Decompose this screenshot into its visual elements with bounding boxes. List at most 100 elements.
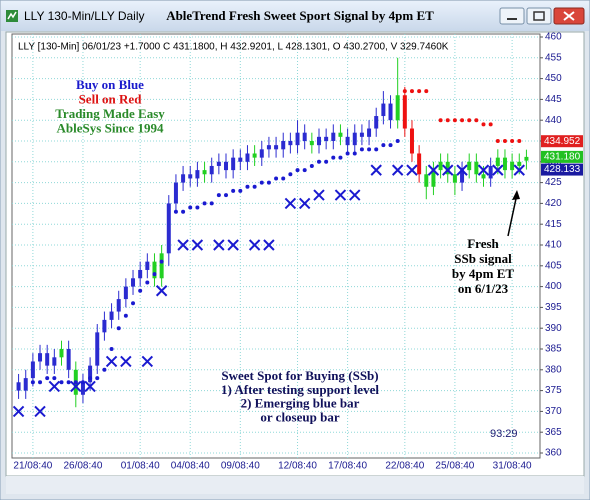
support-dots (209, 201, 214, 206)
ssb-marker (298, 197, 311, 210)
y-tick-label: 405 (545, 260, 562, 271)
candle-body (266, 145, 271, 150)
candle-body (231, 157, 236, 171)
candle-body (424, 174, 429, 187)
resistance-dots (510, 139, 515, 143)
ssb-marker (34, 405, 46, 418)
support-dots (274, 176, 279, 181)
support-dots (159, 259, 164, 264)
support-dots (152, 272, 157, 277)
support-dots (288, 172, 293, 177)
y-tick-label: 440 (545, 115, 562, 126)
support-dots (216, 193, 221, 198)
resistance-dots (445, 118, 450, 123)
support-dots (38, 380, 43, 385)
candle-body (431, 170, 436, 187)
resistance-dots (502, 139, 507, 143)
candle-body (367, 128, 372, 137)
support-dots (131, 301, 136, 306)
y-tick-label: 400 (545, 281, 562, 292)
y-tick-label: 390 (545, 323, 562, 334)
ssb-marker (84, 380, 96, 393)
resistance-dots (438, 118, 443, 123)
candle-body (38, 353, 43, 362)
candle-body (145, 261, 150, 270)
candle-body (481, 174, 486, 179)
support-dots (73, 380, 78, 385)
support-dots (202, 201, 207, 206)
ssb-marker (456, 164, 468, 176)
support-dots (88, 376, 93, 381)
support-dots (109, 347, 114, 351)
candle-body (409, 128, 414, 154)
candle-body (445, 161, 450, 175)
support-dots (59, 380, 64, 385)
candle-body (66, 349, 71, 370)
candle-body (324, 136, 329, 141)
candle-body (216, 161, 221, 166)
quote-header: LLY [130-Min] 06/01/23 +1.7000 C 431.180… (18, 42, 449, 53)
candle-body (331, 132, 336, 141)
x-tick-label: 04/08:40 (171, 461, 210, 472)
support-dots (116, 326, 121, 331)
candle-body (295, 132, 300, 146)
candle-body (245, 153, 250, 162)
annotation-arrow (507, 193, 518, 237)
candle-body (59, 349, 64, 358)
annotation-line: on 6/1/23 (458, 281, 509, 296)
candle-body (402, 95, 407, 129)
support-dots (224, 193, 229, 198)
support-dots (381, 143, 386, 148)
close-glyph (563, 11, 575, 21)
candle-body (309, 141, 314, 146)
support-dots (367, 147, 372, 152)
y-tick-label: 360 (545, 448, 562, 459)
candle-body (467, 161, 472, 171)
ssb-marker (349, 189, 361, 201)
candle-body (502, 157, 507, 171)
ssb-marker (313, 189, 325, 201)
candle-body (345, 136, 350, 146)
ssb-marker (191, 239, 204, 251)
candle-body (452, 174, 457, 183)
status-bar (6, 476, 584, 494)
annotation-line: 1) After testing support level (221, 382, 379, 397)
annotation-line: Fresh (467, 236, 499, 251)
support-dots (345, 151, 350, 156)
minimize-button[interactable] (499, 7, 525, 25)
restore-button[interactable] (526, 7, 552, 25)
candle-body (359, 132, 364, 137)
ssb-marker (284, 197, 297, 210)
support-dots (145, 280, 150, 285)
ssb-marker (391, 164, 404, 176)
candle-body (495, 157, 500, 166)
support-dots (359, 147, 364, 152)
candle-body (274, 145, 279, 150)
ssb-marker (141, 355, 154, 368)
candle-body (173, 182, 178, 204)
y-tick-label: 375 (545, 385, 562, 396)
y-tick-label: 385 (545, 344, 562, 355)
window-title: LLY 130-Min/LLY Daily (24, 9, 145, 23)
support-dots (231, 188, 236, 193)
y-tick-label: 425 (545, 177, 562, 188)
candle-body (388, 103, 393, 121)
restore-glyph (533, 11, 545, 21)
x-tick-label: 01/08:40 (121, 461, 160, 472)
candle-body (460, 170, 465, 183)
candle-body (488, 165, 493, 179)
candle-body (159, 253, 164, 279)
annotation-line: Buy on Blue (76, 77, 144, 92)
candle-body (209, 165, 214, 175)
candle-body (45, 353, 50, 366)
candle-body (16, 382, 21, 391)
y-tick-label: 380 (545, 364, 562, 375)
candle-body (195, 170, 200, 179)
annotation-line: Sell on Red (79, 91, 143, 106)
support-dots (123, 313, 128, 318)
ssb-marker (248, 239, 261, 251)
chart-title: AbleTrend Fresh Sweet Sport Signal by 4p… (166, 8, 434, 23)
candle-body (281, 141, 286, 150)
resistance-dots (467, 118, 472, 123)
support-dots (338, 155, 343, 160)
